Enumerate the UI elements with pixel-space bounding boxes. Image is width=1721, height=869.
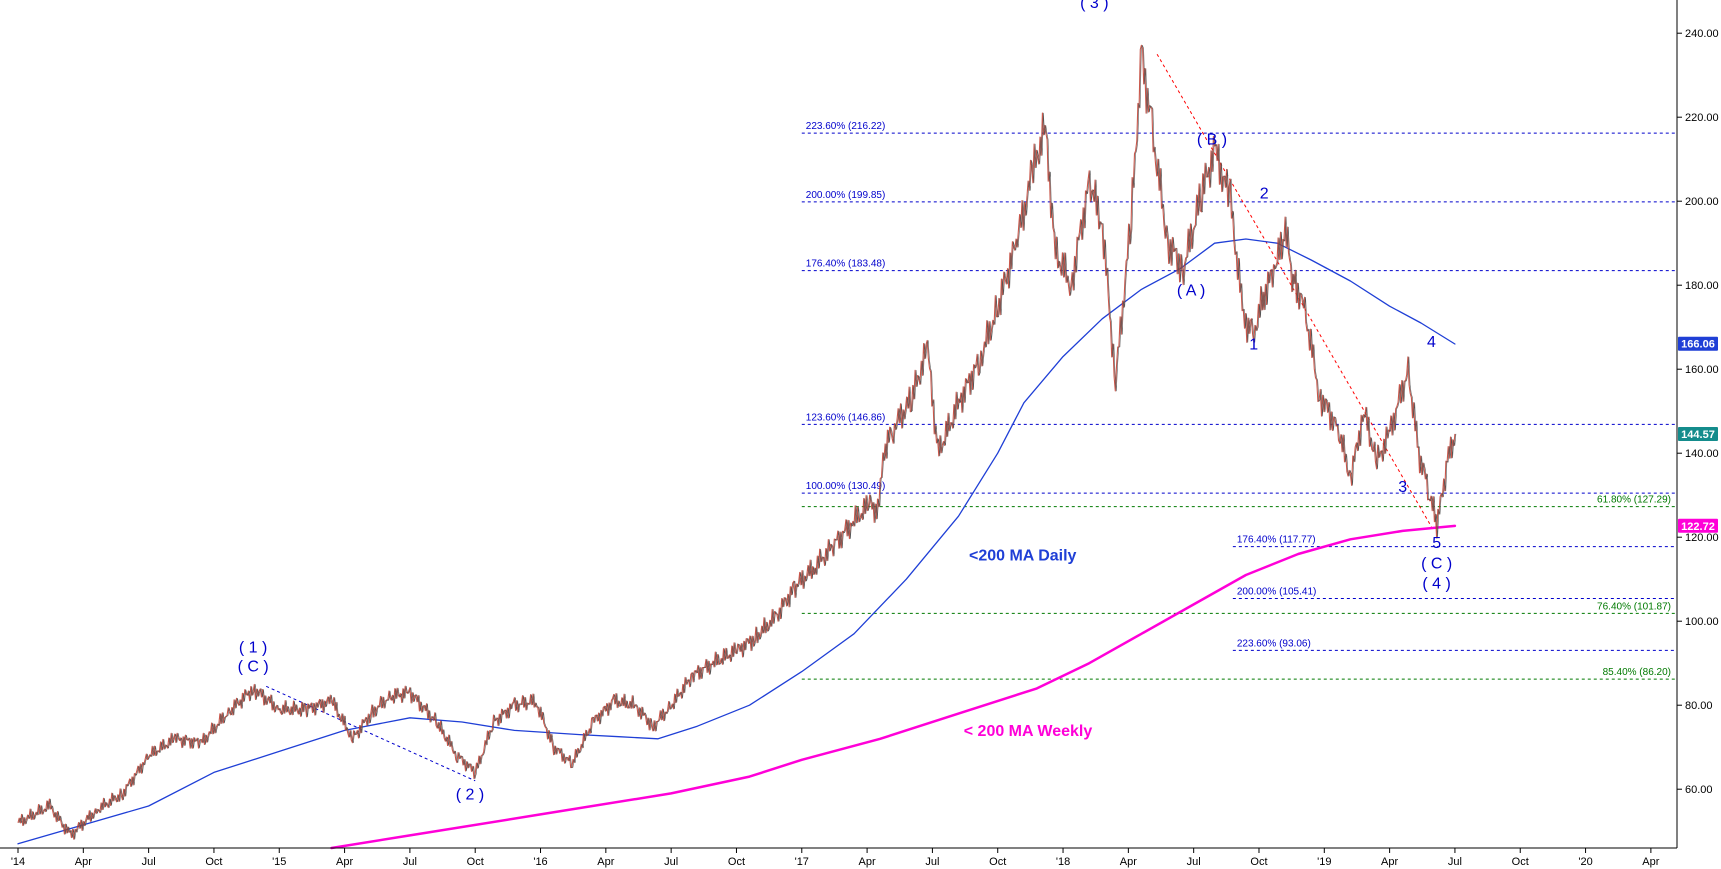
x-tick-label: Jul [925, 856, 939, 868]
trendline [265, 685, 476, 782]
fib-level-label: 200.00% (199.85) [806, 190, 886, 201]
x-tick-label: '20 [1578, 856, 1592, 868]
x-tick-label: Oct [1250, 856, 1267, 868]
price-tag-box [1678, 427, 1718, 442]
x-tick-label: '18 [1056, 856, 1070, 868]
fib-level-label: 223.60% (93.06) [1237, 638, 1311, 649]
x-tick-label: Oct [989, 856, 1006, 868]
wave-label: ( 4 ) [1422, 575, 1450, 592]
x-tick-label: Jul [664, 856, 678, 868]
x-axis: '14 Apr Jul Oct '15 Apr Jul Oct '16 Apr Jul Oct '17 A… [11, 848, 1660, 868]
fib-level-label: 176.40% (183.48) [806, 259, 886, 270]
y-tick-label: 220.00 [1685, 112, 1719, 124]
x-tick-label: Apr [336, 856, 353, 868]
wave-label: 5 [1432, 535, 1441, 552]
x-tick-label: Apr [859, 856, 876, 868]
wave-label: ( 2 ) [456, 787, 484, 804]
price-tag-label: 166.06 [1681, 339, 1715, 351]
x-tick-label: Jul [403, 856, 417, 868]
fib-level-label: 76.40% (101.87) [1597, 601, 1671, 612]
trendline [1156, 53, 1432, 527]
price-series [17, 44, 1457, 840]
ma-labels: <200 MA Daily < 200 MA Weekly [964, 547, 1093, 740]
x-tick-label: '15 [272, 856, 286, 868]
ma-daily-line [17, 238, 1456, 845]
fib-level-label: 176.40% (117.77) [1237, 535, 1316, 546]
wave-label: 1 [1249, 336, 1258, 353]
wave-label: 4 [1427, 334, 1436, 351]
x-tick-label: '16 [533, 856, 547, 868]
x-tick-label: Apr [1381, 856, 1398, 868]
y-tick-label: 240.00 [1685, 28, 1719, 40]
y-tick-label: 140.00 [1685, 448, 1719, 460]
wave-label: ( B ) [1197, 132, 1227, 149]
x-tick-label: Oct [205, 856, 222, 868]
price-tag-label: 122.72 [1681, 521, 1715, 533]
y-tick-label: 60.00 [1685, 784, 1713, 796]
y-tick-label: 100.00 [1685, 616, 1719, 628]
fib-level-label: 61.80% (127.29) [1597, 495, 1671, 506]
ma-label: <200 MA Daily [969, 547, 1077, 564]
x-tick-label: '17 [795, 856, 809, 868]
wave-label: 2 [1260, 185, 1269, 202]
fib-level-label: 123.60% (146.86) [806, 412, 886, 423]
x-tick-label: Oct [1512, 856, 1529, 868]
price-tag-box [1678, 518, 1718, 533]
x-tick-label: '19 [1317, 856, 1331, 868]
x-tick-label: Apr [1120, 856, 1137, 868]
y-tick-label: 80.00 [1685, 700, 1713, 712]
price-series-line [18, 45, 1457, 840]
y-tick-label: 160.00 [1685, 364, 1719, 376]
x-tick-label: Jul [142, 856, 156, 868]
x-tick-label: Oct [467, 856, 484, 868]
wave-label: 3 [1398, 479, 1407, 496]
fib-level-label: 223.60% (216.22) [806, 121, 886, 132]
wave-label: ( 1 ) [239, 640, 267, 657]
x-tick-label: Apr [75, 856, 92, 868]
x-tick-label: Oct [728, 856, 745, 868]
price-tag-box [1678, 336, 1718, 351]
fib-level-label: 100.00% (130.49) [806, 481, 886, 492]
price-series-red [17, 44, 1456, 840]
x-tick-label: '14 [11, 856, 25, 868]
wave-label: ( C ) [238, 659, 269, 676]
trendlines [265, 53, 1432, 782]
x-tick-label: Apr [1642, 856, 1659, 868]
wave-labels: ( 1 ) ( C ) ( 2 ) ( 3 ) ( B ) ( A ) 2 1 4 3 5 ( C )… [238, 0, 1453, 804]
fib-level-label: 200.00% (105.41) [1237, 586, 1317, 597]
price-tag-label: 144.57 [1681, 429, 1715, 441]
wave-label: ( C ) [1421, 556, 1452, 573]
ma-weekly-line [330, 524, 1457, 850]
y-tick-label: 180.00 [1685, 280, 1719, 292]
moving-averages [17, 238, 1457, 850]
x-tick-label: Jul [1187, 856, 1201, 868]
x-tick-label: Jul [1448, 856, 1462, 868]
x-tick-label: Apr [597, 856, 614, 868]
y-axis: 60.00 80.00 100.00 120.00 140.00 160.00 180.00… [1677, 28, 1719, 796]
wave-label: ( 3 ) [1080, 0, 1108, 12]
price-tags: 166.06 144.57 122.72 [1678, 336, 1718, 533]
wave-label: ( A ) [1177, 283, 1205, 300]
y-tick-label: 120.00 [1685, 532, 1719, 544]
fib-level-label: 85.40% (86.20) [1603, 667, 1671, 678]
y-tick-label: 200.00 [1685, 196, 1719, 208]
ma-label: < 200 MA Weekly [964, 723, 1093, 740]
